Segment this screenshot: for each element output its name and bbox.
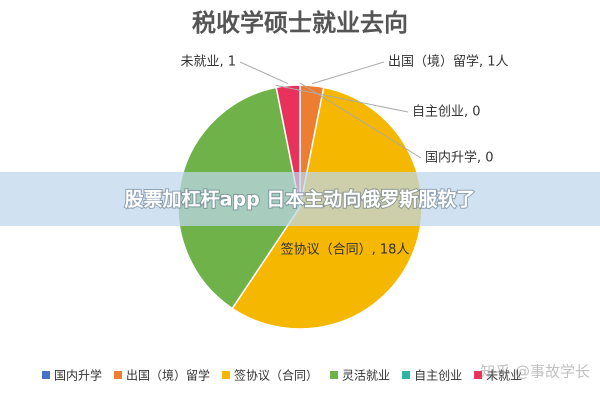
data-label: 签协议（合同）, 18人: [281, 242, 410, 258]
leader-line: [275, 84, 409, 113]
legend-label: 出国（境）留学: [126, 368, 210, 383]
legend-swatch: [222, 371, 231, 379]
data-label: 出国（境）留学, 1人: [388, 54, 509, 70]
legend-swatch: [114, 371, 123, 379]
legend-swatch: [402, 371, 411, 379]
legend-label: 自主创业: [414, 369, 462, 383]
legend-label: 灵活就业: [342, 369, 390, 383]
banner: [0, 172, 600, 226]
leader-line: [312, 61, 385, 85]
legend-swatch: [42, 371, 50, 379]
banner-text: 股票加杠杆app 日本主动向俄罗斯服软了: [125, 188, 476, 211]
data-label: 国内升学, 0: [425, 150, 494, 166]
leader-line: [239, 61, 289, 85]
data-label: 自主创业, 0: [412, 105, 481, 120]
legend-label: 国内升学: [54, 368, 102, 383]
legend-swatch: [330, 371, 339, 379]
data-label: 未就业, 1: [180, 55, 236, 70]
legend-swatch: [474, 371, 483, 379]
legend-label: 签协议（合同）: [234, 368, 318, 383]
leader-line: [299, 82, 422, 159]
chart-title: 税收学硕士就业去向: [192, 9, 408, 37]
legend: 国内升学 出国（境）留学 签协议（合同） 灵活就业 自主创业 未就业: [42, 368, 522, 383]
legend-label: 未就业: [486, 369, 522, 383]
watermark: 知乎 @事故学长: [480, 363, 590, 381]
